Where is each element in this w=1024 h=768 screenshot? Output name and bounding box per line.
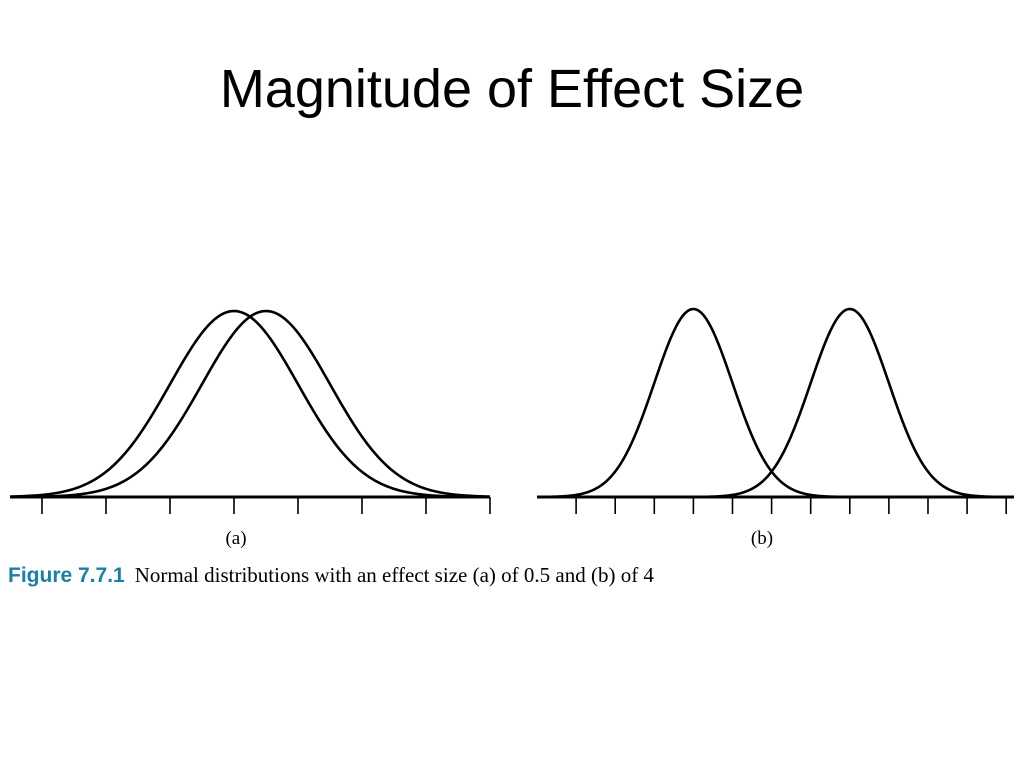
distribution-curve-2 — [693, 307, 1014, 499]
panel-b: (b) — [536, 307, 1014, 549]
distribution-curve-1 — [536, 307, 850, 499]
slide-title: Magnitude of Effect Size — [219, 59, 805, 119]
figure-caption: Figure 7.7.1 Normal distributions with an… — [8, 563, 1008, 588]
caption-text: Normal distributions with an effect size… — [134, 563, 654, 587]
panel-label: (a) — [225, 528, 246, 549]
panel-label: (b) — [751, 528, 773, 549]
distribution-curve-1 — [9, 309, 491, 499]
distribution-curve-2 — [9, 309, 491, 499]
figure-label: Figure 7.7.1 — [8, 564, 125, 587]
panel-a: (a) — [9, 309, 491, 549]
